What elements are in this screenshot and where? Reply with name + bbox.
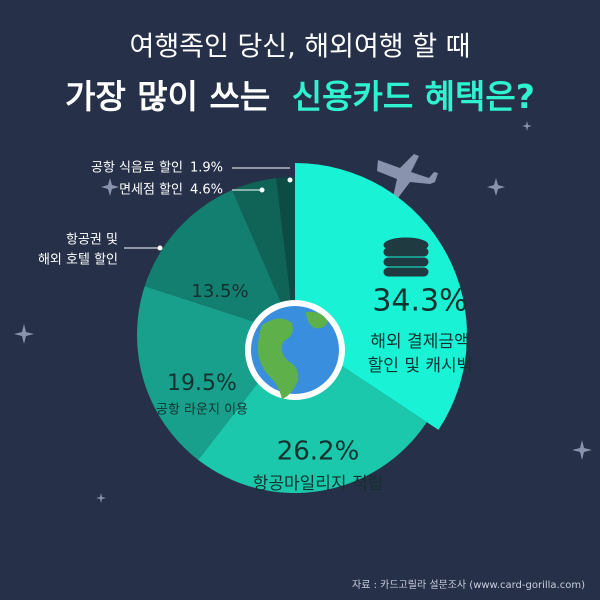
source: 자료 : 카드고릴라 설문조사 (www.card-gorilla.com) — [352, 578, 585, 591]
star — [522, 121, 532, 131]
pie-slice — [232, 178, 295, 335]
star — [487, 178, 505, 196]
pie-slice — [276, 177, 295, 335]
star — [572, 440, 592, 460]
category-label: 항공마일리지 적립 — [253, 474, 384, 494]
category-label: 해외 결제금액 — [370, 332, 469, 352]
category-label: 공항 라운지 이용 — [156, 403, 248, 418]
title-highlight: 신용카드 혜택은? — [292, 77, 535, 116]
leader-dot — [259, 187, 265, 193]
coin — [383, 257, 429, 267]
category-label: 할인 및 캐시백 — [368, 356, 473, 376]
leader-dot — [287, 177, 293, 183]
title-line2: 가장 많이 쓰는 신용카드 혜택은? — [65, 77, 535, 116]
star — [101, 178, 119, 196]
star — [96, 493, 106, 503]
category-label: 면세점 할인 — [119, 183, 183, 198]
plane-icon — [377, 154, 438, 198]
globe — [245, 300, 345, 400]
coin — [383, 247, 429, 257]
value-label: 4.6% — [190, 183, 223, 198]
coins-icon — [383, 237, 429, 277]
value-label: 34.3% — [372, 284, 467, 319]
stars — [14, 121, 592, 503]
value-label: 13.5% — [191, 281, 248, 302]
category-label: 해외 호텔 할인 — [38, 253, 118, 268]
value-label: 1.9% — [190, 161, 223, 176]
title-line2-text: 가장 많이 쓰는 — [65, 77, 270, 116]
title-line1: 여행족인 당신, 해외여행 할 때 — [130, 32, 471, 63]
pie-slice — [198, 335, 427, 493]
value-label: 26.2% — [277, 437, 360, 467]
coin — [383, 267, 429, 277]
leader-dot — [157, 245, 163, 251]
globe-land — [258, 318, 299, 399]
category-label: 공항 식음료 할인 — [91, 161, 183, 176]
value-label: 19.5% — [167, 371, 237, 396]
globe-land — [306, 311, 328, 329]
pie-slice — [144, 189, 295, 335]
star — [14, 324, 34, 344]
category-label: 항공권 및 — [66, 233, 118, 248]
